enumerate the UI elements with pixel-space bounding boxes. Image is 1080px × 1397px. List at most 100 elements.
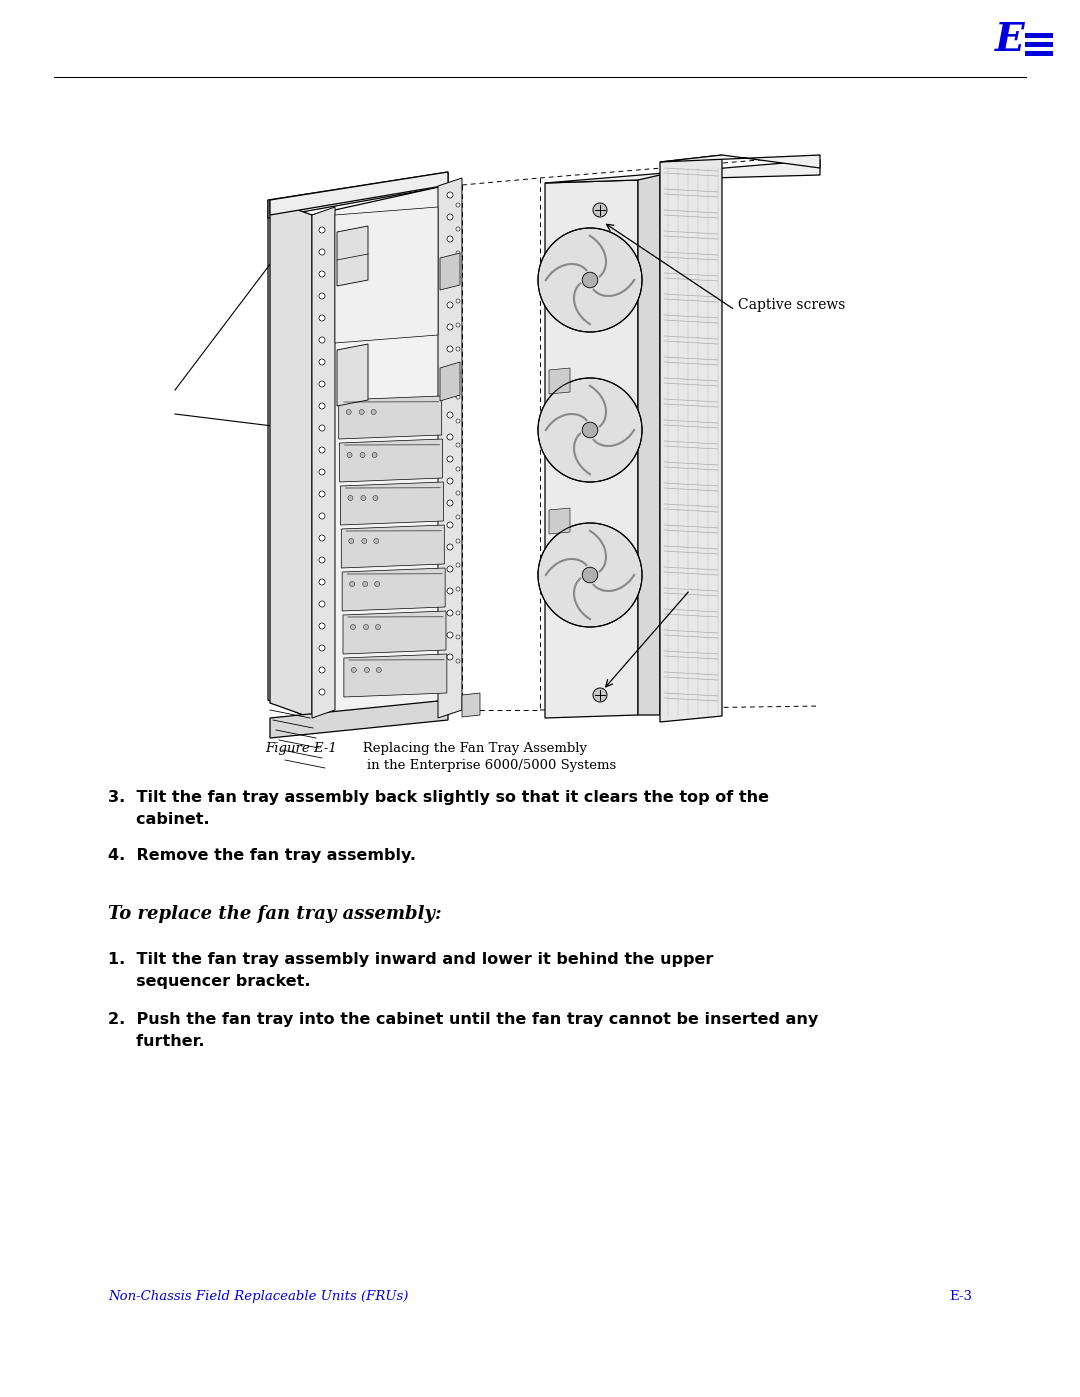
Circle shape <box>593 203 607 217</box>
Circle shape <box>319 381 325 387</box>
Circle shape <box>456 299 460 303</box>
Circle shape <box>348 496 353 500</box>
Polygon shape <box>440 253 460 291</box>
Text: cabinet.: cabinet. <box>108 812 210 827</box>
Circle shape <box>582 422 598 437</box>
Text: 4.  Remove the fan tray assembly.: 4. Remove the fan tray assembly. <box>108 848 416 863</box>
Circle shape <box>447 346 453 352</box>
Circle shape <box>447 279 453 286</box>
Circle shape <box>447 258 453 264</box>
Bar <box>1025 42 1053 47</box>
Polygon shape <box>270 200 312 718</box>
Circle shape <box>456 226 460 231</box>
Circle shape <box>456 515 460 520</box>
Circle shape <box>447 522 453 528</box>
Polygon shape <box>440 362 460 401</box>
Circle shape <box>456 490 460 495</box>
Circle shape <box>447 455 453 462</box>
Circle shape <box>456 659 460 664</box>
Circle shape <box>447 566 453 571</box>
Polygon shape <box>339 395 442 439</box>
Circle shape <box>376 624 380 630</box>
Text: Captive screws: Captive screws <box>738 298 846 312</box>
Circle shape <box>538 522 642 627</box>
Circle shape <box>319 249 325 256</box>
Polygon shape <box>270 172 448 215</box>
Circle shape <box>364 624 368 630</box>
Circle shape <box>447 588 453 594</box>
Circle shape <box>319 226 325 233</box>
Circle shape <box>447 367 453 374</box>
Circle shape <box>456 467 460 471</box>
Polygon shape <box>268 200 310 718</box>
Circle shape <box>447 500 453 506</box>
Polygon shape <box>545 161 820 183</box>
Circle shape <box>456 587 460 591</box>
Polygon shape <box>339 439 443 482</box>
Circle shape <box>456 563 460 567</box>
Circle shape <box>319 535 325 541</box>
Polygon shape <box>312 184 448 718</box>
Text: 2.  Push the fan tray into the cabinet until the fan tray cannot be inserted any: 2. Push the fan tray into the cabinet un… <box>108 1011 819 1027</box>
Circle shape <box>447 412 453 418</box>
Circle shape <box>447 543 453 550</box>
Circle shape <box>456 443 460 447</box>
Circle shape <box>538 379 642 482</box>
Text: Non-Chassis Field Replaceable Units (FRUs): Non-Chassis Field Replaceable Units (FRU… <box>108 1289 408 1303</box>
Polygon shape <box>660 155 723 722</box>
Circle shape <box>319 689 325 694</box>
Polygon shape <box>545 180 638 718</box>
Polygon shape <box>340 482 444 525</box>
Circle shape <box>347 453 352 457</box>
Circle shape <box>456 323 460 327</box>
Circle shape <box>456 275 460 279</box>
Circle shape <box>319 447 325 453</box>
Circle shape <box>456 419 460 423</box>
Circle shape <box>363 581 367 587</box>
Circle shape <box>456 372 460 374</box>
Circle shape <box>447 324 453 330</box>
Circle shape <box>319 490 325 497</box>
Polygon shape <box>335 207 438 344</box>
Circle shape <box>319 513 325 520</box>
Circle shape <box>319 623 325 629</box>
Circle shape <box>361 496 366 500</box>
Circle shape <box>447 302 453 307</box>
Circle shape <box>319 469 325 475</box>
Circle shape <box>319 425 325 432</box>
Circle shape <box>447 610 453 616</box>
Circle shape <box>582 272 598 288</box>
Text: 1.  Tilt the fan tray assembly inward and lower it behind the upper: 1. Tilt the fan tray assembly inward and… <box>108 951 714 967</box>
Polygon shape <box>341 525 444 569</box>
Text: Figure E-1: Figure E-1 <box>265 742 337 754</box>
Text: Replacing the Fan Tray Assembly: Replacing the Fan Tray Assembly <box>350 742 588 754</box>
Circle shape <box>319 337 325 344</box>
Circle shape <box>319 557 325 563</box>
Circle shape <box>456 395 460 400</box>
Circle shape <box>447 236 453 242</box>
Text: in the Enterprise 6000/5000 Systems: in the Enterprise 6000/5000 Systems <box>350 759 617 773</box>
Circle shape <box>372 409 376 415</box>
Polygon shape <box>337 344 368 407</box>
Circle shape <box>319 402 325 409</box>
Polygon shape <box>660 155 820 168</box>
Polygon shape <box>270 700 448 738</box>
Circle shape <box>593 687 607 703</box>
Circle shape <box>319 645 325 651</box>
Circle shape <box>319 601 325 608</box>
Circle shape <box>351 624 355 630</box>
Circle shape <box>456 539 460 543</box>
Circle shape <box>456 251 460 256</box>
Circle shape <box>362 538 367 543</box>
Circle shape <box>447 191 453 198</box>
Circle shape <box>319 666 325 673</box>
Circle shape <box>319 271 325 277</box>
Circle shape <box>375 581 380 587</box>
Circle shape <box>447 434 453 440</box>
Circle shape <box>319 578 325 585</box>
Circle shape <box>351 668 356 672</box>
Polygon shape <box>337 226 368 286</box>
Polygon shape <box>343 610 446 654</box>
Circle shape <box>374 538 379 543</box>
Polygon shape <box>638 175 660 715</box>
